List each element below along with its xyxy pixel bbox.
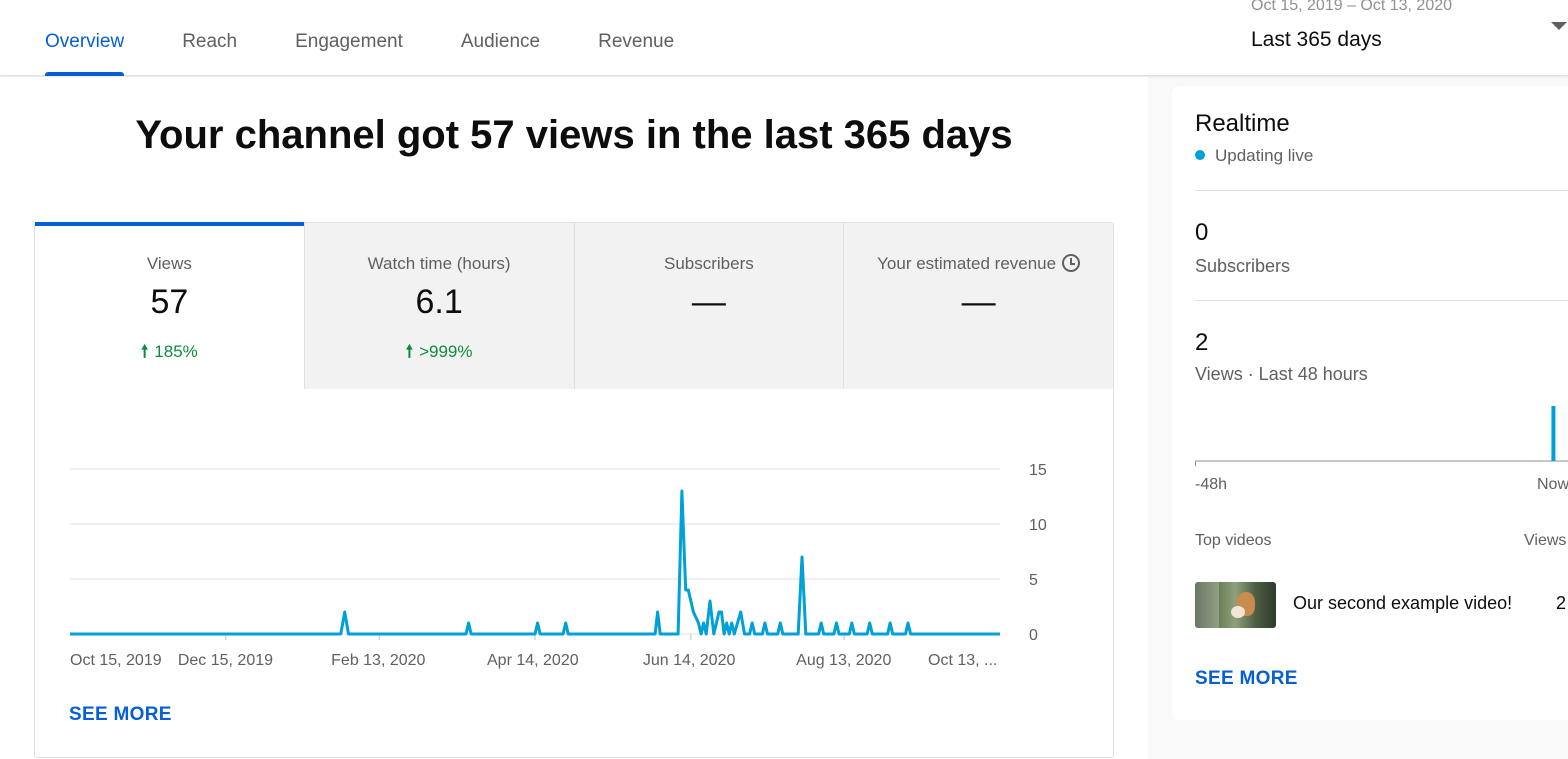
views-line-chart[interactable]: 0 5 10 15 Oct 15, 2019 Dec 15, 2019 Feb 13, 20… [35,389,1113,689]
y-tick-label: 5 [1029,572,1038,589]
tab-bar: Overview Reach Engagement Audience Reven… [45,0,732,76]
spark-bar [1551,406,1556,461]
metric-watch-time[interactable]: Watch time (hours) 6.1 🠕 >999% [303,223,574,389]
date-range-picker[interactable]: Oct 15, 2019 – Oct 13, 2020 Last 365 day… [1251,0,1568,76]
y-tick-label: 10 [1029,517,1047,534]
spark-axis-start: -48h [1195,476,1228,493]
x-tick-label: Oct 15, 2019 [70,652,162,669]
tab-overview[interactable]: Overview [45,0,125,76]
metric-label: Your estimated revenue [844,254,1113,274]
realtime-title: Realtime [1195,110,1290,137]
live-status: Updating live [1195,146,1313,166]
arrow-up-icon: 🠕 [140,342,149,361]
metric-label: Watch time (hours) [367,254,511,273]
clock-icon[interactable] [1062,254,1081,272]
x-tick-label: Oct 13, ... [928,652,997,669]
see-more-button[interactable]: SEE MORE [69,704,172,725]
x-tick-label: Dec 15, 2019 [178,652,273,669]
main-panel: Your channel got 57 views in the last 36… [0,77,1148,759]
top-video-row[interactable]: Our second example video! 2 [1195,582,1568,630]
x-tick-label: Apr 14, 2020 [487,652,579,669]
y-tick-label: 15 [1029,462,1047,479]
overview-card: Views 57 🠕 185% Watch time (hours) 6.1 🠕 >… [34,222,1114,758]
y-tick-label: 0 [1029,627,1038,644]
date-range-text: Oct 15, 2019 – Oct 13, 2020 [1251,0,1453,14]
metric-estimated-revenue[interactable]: Your estimated revenue — [843,223,1113,389]
date-period-text: Last 365 days [1251,28,1382,51]
realtime-views-label: Views · Last 48 hours [1195,364,1368,384]
realtime-subscribers-label: Subscribers [1195,256,1291,276]
metric-delta-text: >999% [419,342,473,361]
arrow-up-icon: 🠕 [405,342,414,361]
metric-delta: 🠕 >999% [305,339,574,368]
tab-reach[interactable]: Reach [182,31,238,52]
metric-value: 57 [150,283,189,321]
metric-views[interactable]: Views 57 🠕 185% [35,222,304,389]
metric-value: — [691,283,726,321]
metric-subscribers[interactable]: Subscribers — [573,223,844,389]
metric-value: — [961,283,996,321]
tab-engagement[interactable]: Engagement [295,31,403,52]
series-line [70,489,1000,636]
realtime-views-value: 2 [1195,329,1209,356]
views-column-label: Views [1524,532,1567,549]
metric-label: Subscribers [663,254,754,273]
page-headline: Your channel got 57 views in the last 36… [135,113,1013,157]
realtime-card: Realtime Updating live 0 Subscribers 2 V… [1172,86,1568,720]
metric-value: 6.1 [415,283,463,321]
video-thumbnail[interactable] [1195,582,1276,628]
tab-audience[interactable]: Audience [460,31,541,52]
top-videos-label: Top videos [1195,532,1272,549]
x-tick-label: Feb 13, 2020 [331,652,425,669]
metric-label: Views [146,254,192,273]
dropdown-arrow-icon[interactable] [1551,22,1567,30]
video-title[interactable]: Our second example video! [1293,593,1513,613]
top-bar: Overview Reach Engagement Audience Reven… [0,0,1568,76]
live-dot-icon [1195,150,1205,160]
x-tick-label: Jun 14, 2020 [643,652,736,669]
tab-revenue[interactable]: Revenue [598,31,675,52]
live-status-text: Updating live [1215,146,1314,165]
video-views: 2 [1556,593,1567,613]
divider [1195,190,1568,191]
divider [1195,300,1568,301]
metric-label-text: Your estimated revenue [877,254,1057,273]
metric-delta: 🠕 185% [35,339,304,368]
realtime-see-more-button[interactable]: SEE MORE [1195,668,1298,689]
realtime-subscribers-value: 0 [1195,219,1209,246]
metric-delta-text: 185% [154,342,198,361]
spark-axis-end: Now [1537,476,1568,493]
x-tick-label: Aug 13, 2020 [796,652,891,669]
metric-tabs: Views 57 🠕 185% Watch time (hours) 6.1 🠕 >… [35,222,1113,389]
realtime-bar-chart[interactable] [1195,386,1568,466]
